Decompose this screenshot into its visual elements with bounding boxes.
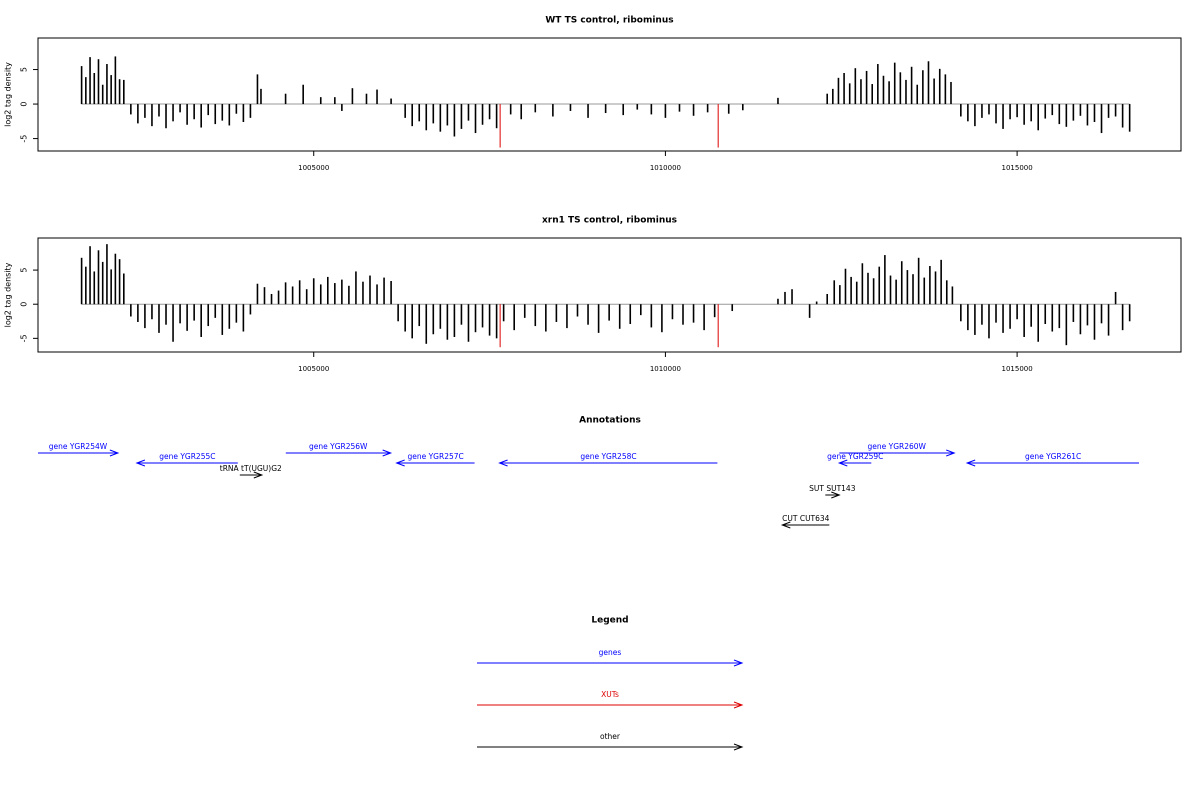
x-tick-label: 1010000 bbox=[650, 164, 681, 172]
legend-title: Legend bbox=[591, 616, 628, 626]
feature-label: CUT CUT634 bbox=[782, 514, 830, 523]
feature-label: tRNA tT(UGU)G2 bbox=[220, 464, 282, 473]
feature-arrow-head bbox=[965, 459, 976, 467]
feature-arrow-head bbox=[395, 459, 405, 467]
chart-title: xrn1 TS control, ribominus bbox=[542, 216, 677, 226]
feature-arrow-head bbox=[109, 449, 120, 457]
feature-label: gene YGR260W bbox=[868, 442, 927, 451]
y-axis-label: log2 tag density bbox=[4, 262, 13, 327]
y-tick-label: 5 bbox=[20, 268, 29, 273]
annotations-title: Annotations bbox=[579, 416, 641, 426]
feature-arrow-head bbox=[382, 449, 393, 457]
feature-arrow-head bbox=[135, 459, 146, 467]
legend-label: XUTs bbox=[601, 690, 619, 699]
legend-label: genes bbox=[599, 648, 622, 657]
x-tick-label: 1005000 bbox=[298, 365, 329, 373]
feature-label: gene YGR255C bbox=[159, 452, 215, 461]
feature-arrow-head bbox=[253, 471, 264, 479]
feature-arrow-head bbox=[837, 459, 848, 467]
feature-arrow-head bbox=[498, 459, 508, 467]
feature-label: gene YGR259C bbox=[827, 452, 883, 461]
feature-label: gene YGR257C bbox=[407, 452, 463, 461]
chart-title: WT TS control, ribominus bbox=[545, 16, 673, 26]
y-tick-label: 0 bbox=[20, 102, 29, 107]
legend-label: other bbox=[600, 732, 621, 741]
y-axis-label: log2 tag density bbox=[4, 62, 13, 127]
plot-frame bbox=[37, 237, 1182, 353]
x-tick-label: 1005000 bbox=[298, 164, 329, 172]
feature-arrow-head bbox=[946, 449, 956, 457]
y-tick-label: 0 bbox=[20, 302, 29, 307]
plot-frame bbox=[37, 37, 1182, 152]
feature-arrow-head bbox=[780, 521, 791, 529]
y-tick-label: 5 bbox=[20, 67, 29, 72]
feature-label: gene YGR254W bbox=[49, 442, 108, 451]
y-tick-label: -5 bbox=[20, 135, 29, 143]
y-tick-label: -5 bbox=[20, 334, 29, 342]
legend-arrow-head bbox=[733, 701, 744, 709]
feature-arrow-head bbox=[831, 491, 841, 499]
feature-label: gene YGR261C bbox=[1025, 452, 1081, 461]
x-tick-label: 1015000 bbox=[1002, 365, 1033, 373]
x-tick-label: 1010000 bbox=[650, 365, 681, 373]
legend-arrow-head bbox=[733, 659, 744, 667]
feature-label: gene YGR258C bbox=[580, 452, 636, 461]
feature-label: SUT SUT143 bbox=[809, 484, 856, 493]
x-tick-label: 1015000 bbox=[1002, 164, 1033, 172]
legend-arrow-head bbox=[733, 743, 744, 751]
feature-label: gene YGR256W bbox=[309, 442, 368, 451]
